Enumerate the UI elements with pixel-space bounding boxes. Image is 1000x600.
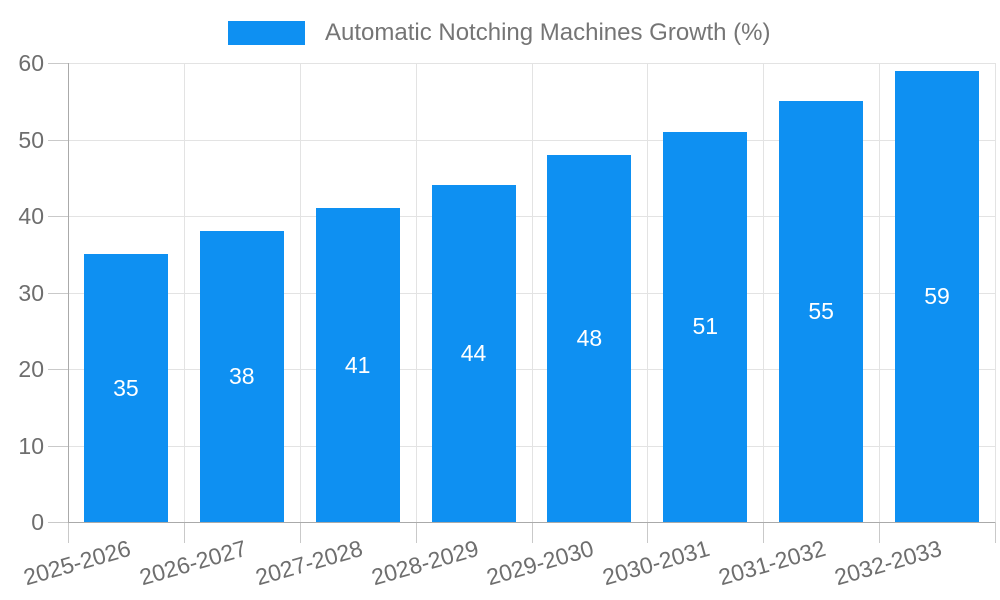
x-axis-tick xyxy=(68,522,69,543)
y-axis-tick xyxy=(48,139,68,141)
bar[interactable]: 51 xyxy=(663,131,748,522)
bar-value-label: 48 xyxy=(576,324,603,351)
bar-value-label: 38 xyxy=(229,363,255,390)
legend-label[interactable]: Automatic Notching Machines Growth (%) xyxy=(325,19,771,46)
v-gridline xyxy=(763,63,765,522)
x-axis-tick xyxy=(299,522,301,543)
x-axis-tick xyxy=(183,522,185,543)
bar-value-label: 44 xyxy=(460,340,487,367)
bar-value-label: 35 xyxy=(113,374,139,401)
bar[interactable]: 48 xyxy=(547,154,632,522)
x-axis-tick xyxy=(995,522,996,543)
y-axis-label: 30 xyxy=(18,279,44,306)
v-gridline xyxy=(995,63,996,522)
y-axis-tick xyxy=(48,216,68,217)
y-axis-line xyxy=(68,63,69,522)
x-axis-label: 2027-2028 xyxy=(252,534,366,591)
x-axis-label: 2025-2026 xyxy=(20,534,134,591)
y-axis-label: 50 xyxy=(18,126,44,153)
x-axis-line xyxy=(68,522,995,523)
y-axis-tick xyxy=(48,445,68,447)
bar-value-label: 51 xyxy=(692,313,719,340)
x-axis-tick xyxy=(647,522,649,543)
bar[interactable]: 59 xyxy=(895,70,980,522)
y-axis-tick xyxy=(48,369,68,370)
v-gridline xyxy=(879,63,881,522)
x-axis-tick xyxy=(531,522,533,543)
y-axis-label: 0 xyxy=(31,509,44,535)
v-gridline xyxy=(183,63,185,522)
legend-swatch[interactable] xyxy=(228,21,305,45)
y-axis-label: 10 xyxy=(18,432,44,459)
x-axis-label: 2028-2029 xyxy=(368,534,482,591)
x-axis-tick xyxy=(763,522,765,543)
bar[interactable]: 38 xyxy=(199,231,284,522)
bar-value-label: 55 xyxy=(808,298,834,325)
legend[interactable]: Automatic Notching Machines Growth (%) xyxy=(228,19,771,47)
v-gridline xyxy=(647,63,649,522)
y-axis-tick xyxy=(48,63,68,64)
x-axis-label: 2032-2033 xyxy=(831,534,945,591)
y-axis-tick xyxy=(48,522,68,523)
x-axis-label: 2029-2030 xyxy=(483,534,597,591)
bar-value-label: 59 xyxy=(924,282,950,309)
bar[interactable]: 44 xyxy=(431,185,516,522)
bar-value-label: 41 xyxy=(344,351,371,378)
x-axis-label: 2026-2027 xyxy=(136,534,250,591)
x-axis-tick xyxy=(879,522,881,543)
x-axis-label: 2031-2032 xyxy=(715,534,829,591)
y-axis-label: 40 xyxy=(18,203,44,229)
y-axis-label: 20 xyxy=(18,356,44,382)
x-axis-label: 2030-2031 xyxy=(599,534,713,591)
bar[interactable]: 55 xyxy=(779,101,864,522)
y-axis-tick xyxy=(48,292,68,294)
bar[interactable]: 41 xyxy=(315,208,400,522)
y-axis-label: 60 xyxy=(18,50,44,76)
v-gridline xyxy=(299,63,301,522)
bar[interactable]: 35 xyxy=(83,254,168,522)
v-gridline xyxy=(531,63,533,522)
v-gridline xyxy=(415,63,417,522)
x-axis-tick xyxy=(415,522,417,543)
